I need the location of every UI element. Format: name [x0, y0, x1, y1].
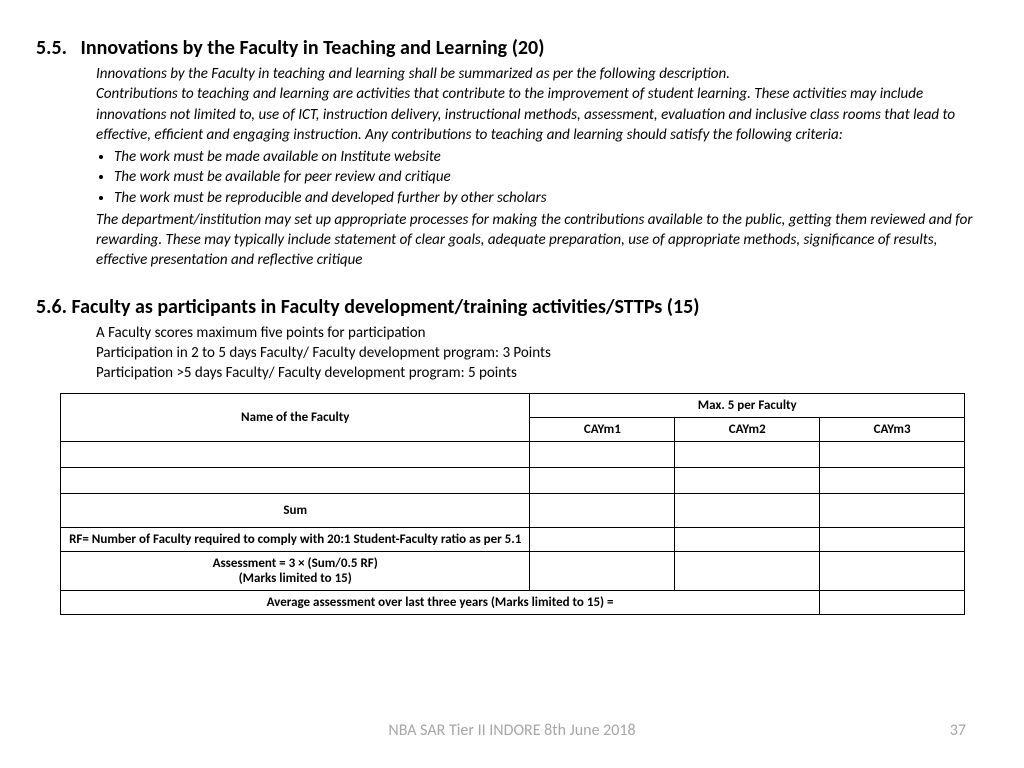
section-5-5-title: Innovations by the Faculty in Teaching a…: [81, 36, 545, 60]
section-5-5-para2: The department/institution may set up ap…: [96, 210, 978, 271]
section-5-5-heading: 5.5. Innovations by the Faculty in Teach…: [36, 36, 988, 60]
section-5-6-title: Faculty as participants in Faculty devel…: [72, 295, 700, 319]
rf-row: RF= Number of Faculty required to comply…: [61, 528, 965, 552]
section-5-6-line2: Participation in 2 to 5 days Faculty/ Fa…: [96, 343, 978, 363]
th-name: Name of the Faculty: [61, 394, 530, 442]
bullet-item: The work must be made available on Insti…: [114, 147, 978, 167]
th-caym2: CAYm2: [675, 418, 820, 442]
th-caym3: CAYm3: [820, 418, 965, 442]
assess-line1: Assessment = 3 × (Sum/0.5 RF): [67, 556, 523, 571]
footer-text: NBA SAR Tier II INDORE 8th June 2018: [0, 721, 1024, 740]
th-max: Max. 5 per Faculty: [530, 394, 965, 418]
section-5-5-bullets: The work must be made available on Insti…: [96, 147, 978, 208]
rf-label: RF= Number of Faculty required to comply…: [61, 528, 530, 552]
table-row: [61, 468, 965, 494]
section-5-6-heading: 5.6. Faculty as participants in Faculty …: [36, 295, 988, 319]
bullet-item: The work must be reproducible and develo…: [114, 188, 978, 208]
page-number: 37: [950, 721, 966, 740]
sum-label: Sum: [61, 494, 530, 528]
section-5-5-number: 5.5.: [36, 36, 67, 60]
section-5-5-para1: Contributions to teaching and learning a…: [96, 84, 978, 145]
sum-row: Sum: [61, 494, 965, 528]
faculty-table: Name of the Faculty Max. 5 per Faculty C…: [60, 393, 965, 615]
assessment-row: Assessment = 3 × (Sum/0.5 RF) (Marks lim…: [61, 552, 965, 591]
average-row: Average assessment over last three years…: [61, 591, 965, 615]
bullet-item: The work must be available for peer revi…: [114, 167, 978, 187]
section-5-6-line1: A Faculty scores maximum five points for…: [96, 323, 978, 343]
table-row: [61, 442, 965, 468]
th-caym1: CAYm1: [530, 418, 675, 442]
section-5-6-number: 5.6.: [36, 295, 67, 319]
section-5-6-line3: Participation >5 days Faculty/ Faculty d…: [96, 363, 978, 383]
avg-label: Average assessment over last three years…: [61, 591, 820, 615]
assess-line2: (Marks limited to 15): [67, 571, 523, 586]
section-5-5-intro: Innovations by the Faculty in teaching a…: [96, 64, 978, 84]
